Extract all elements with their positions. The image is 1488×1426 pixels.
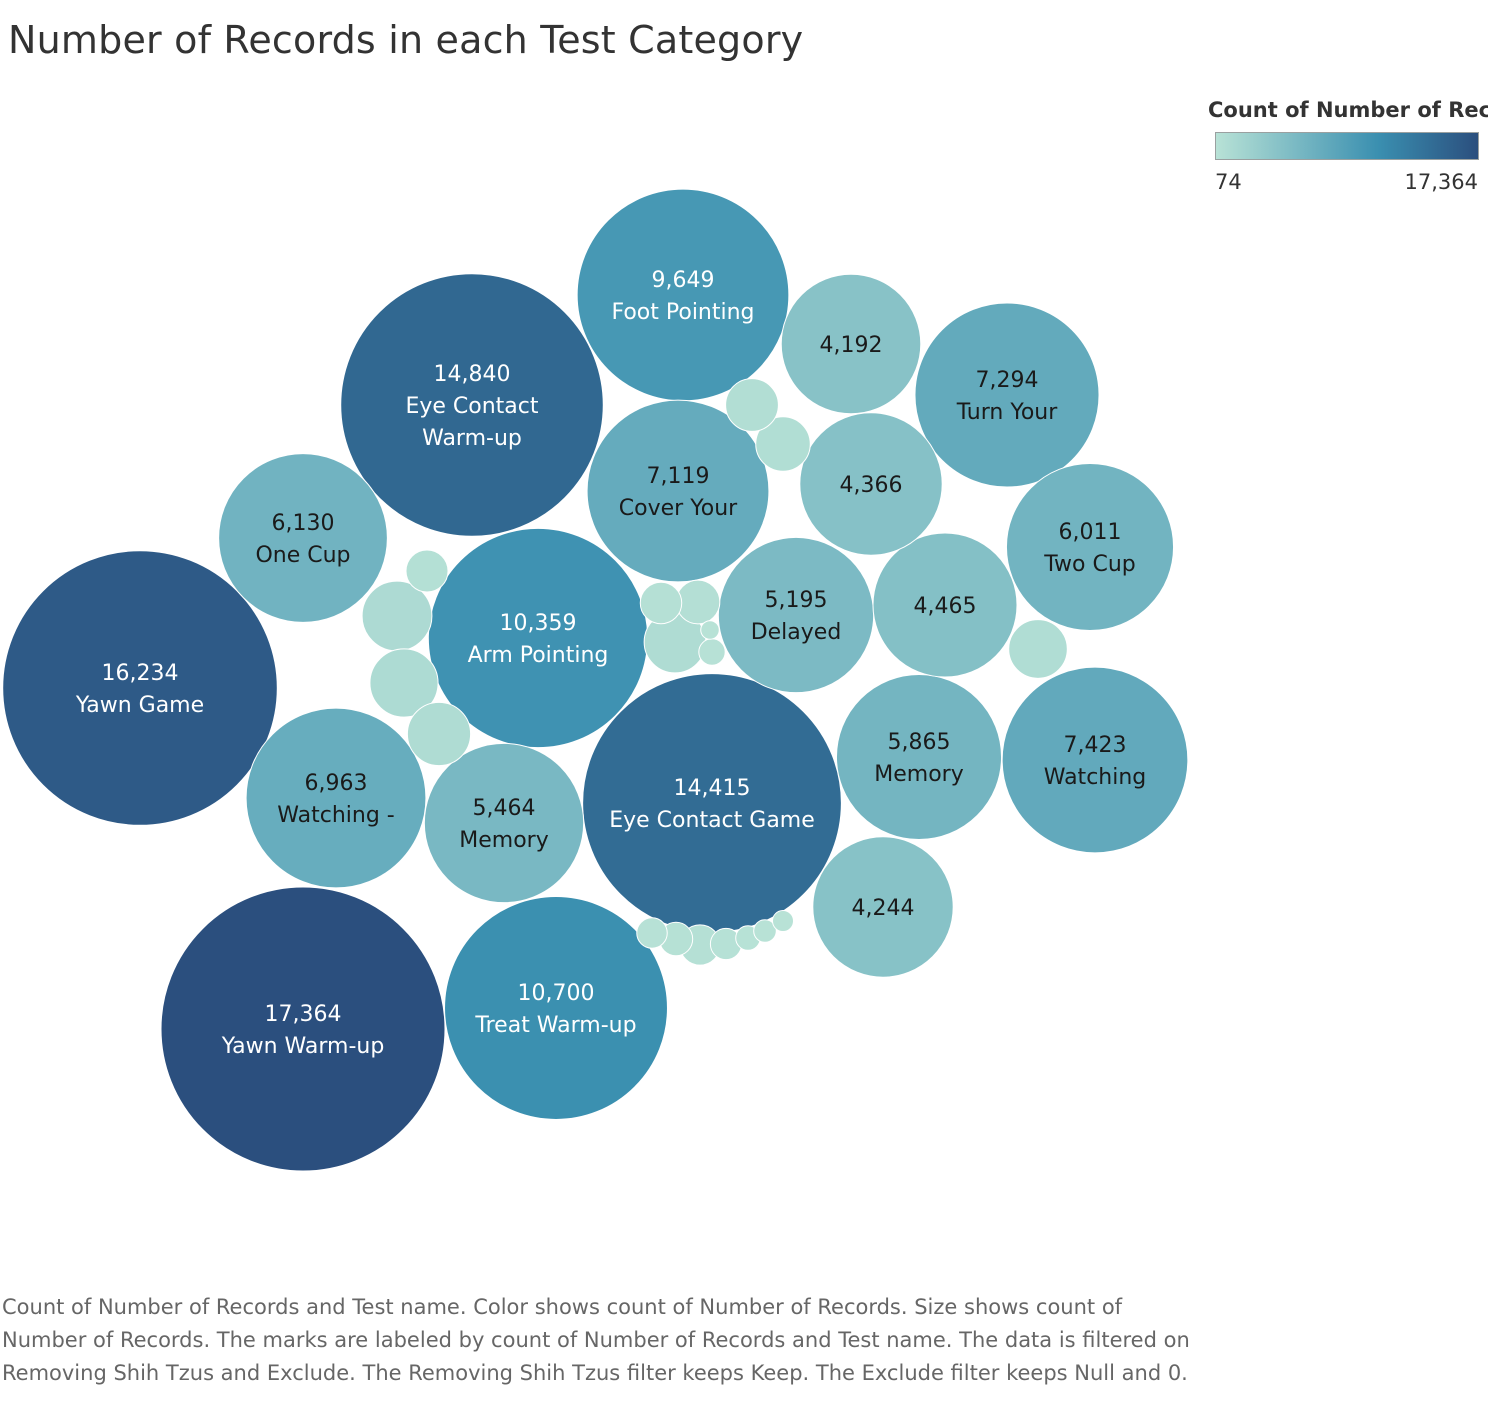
bubble-value-label: 7,294 (976, 368, 1039, 393)
color-legend: Count of Number of Rec.. 74 17,364 (1208, 98, 1488, 194)
bubble[interactable] (582, 673, 842, 933)
bubble-name-label: Arm Pointing (468, 643, 609, 668)
bubble-name-label: One Cup (255, 543, 350, 568)
chart-caption: Count of Number of Records and Test name… (2, 1295, 1190, 1385)
bubble-value-label: 14,415 (674, 776, 751, 801)
bubble[interactable] (872, 532, 1018, 678)
bubble[interactable] (160, 886, 446, 1172)
bubble-value-label: 5,865 (888, 730, 951, 755)
bubble-name-label: Warm-up (422, 426, 522, 451)
bubble-name-label: Eye Contact Game (609, 808, 815, 833)
bubble-value-label: 7,119 (647, 464, 710, 489)
bubble[interactable] (245, 707, 427, 889)
bubble-name-label: Foot Pointing (611, 300, 754, 325)
bubble[interactable] (725, 378, 779, 432)
bubble[interactable] (639, 581, 683, 625)
bubble-value-label: 4,465 (914, 594, 977, 619)
bubble[interactable] (717, 536, 875, 694)
legend-gradient-bar (1215, 132, 1479, 160)
bubble[interactable] (835, 673, 1003, 841)
bubble[interactable] (1001, 666, 1189, 854)
bubble[interactable] (812, 836, 954, 978)
bubble-name-label: Cover Your (619, 496, 738, 521)
bubble-value-label: 4,366 (840, 473, 903, 498)
bubble-value-label: 7,423 (1064, 733, 1127, 758)
bubble[interactable] (753, 919, 777, 943)
bubble-value-label: 9,649 (652, 268, 715, 293)
bubble[interactable] (586, 399, 770, 583)
bubble-name-label: Watching - (277, 803, 394, 828)
bubble-name-label: Memory (459, 828, 548, 853)
bubble[interactable] (675, 579, 721, 625)
bubble-value-label: 10,359 (500, 611, 577, 636)
bubble-value-label: 6,963 (305, 771, 368, 796)
bubble-name-label: Delayed (751, 620, 842, 645)
legend-title: Count of Number of Rec.. (1208, 98, 1488, 122)
bubble[interactable] (2, 550, 278, 826)
bubble-value-label: 10,700 (518, 981, 595, 1006)
bubble[interactable] (636, 917, 668, 949)
bubble-value-label: 5,195 (765, 588, 828, 613)
bubble[interactable] (1008, 619, 1068, 679)
bubble[interactable] (780, 273, 922, 415)
bubble-value-label: 17,364 (265, 1002, 342, 1027)
bubble-name-label: Yawn Warm-up (221, 1034, 385, 1059)
bubble[interactable] (698, 638, 726, 666)
bubble[interactable] (755, 416, 811, 472)
bubble-name-label: Memory (874, 762, 963, 787)
bubble[interactable] (406, 701, 472, 767)
bubble[interactable] (576, 188, 790, 402)
bubble[interactable] (1005, 462, 1175, 632)
bubble-name-label: Watching (1044, 765, 1147, 790)
bubble[interactable] (700, 620, 720, 640)
bubble-value-label: 6,130 (272, 511, 335, 536)
chart-title: Number of Records in each Test Category (8, 18, 804, 62)
bubble[interactable] (218, 453, 388, 623)
bubble[interactable] (405, 549, 449, 593)
legend-max-label: 17,364 (1404, 170, 1478, 194)
bubble-value-label: 4,244 (852, 896, 915, 921)
bubble-value-label: 5,464 (473, 796, 536, 821)
bubble[interactable] (771, 909, 795, 933)
bubble[interactable] (369, 648, 439, 718)
bubble-value-label: 6,011 (1059, 520, 1122, 545)
bubble-value-label: 4,192 (820, 333, 883, 358)
bubble-name-label: Two Cup (1043, 552, 1136, 577)
bubble[interactable] (914, 302, 1100, 488)
bubble[interactable] (444, 896, 668, 1120)
bubble-name-label: Turn Your (956, 400, 1059, 425)
legend-min-label: 74 (1215, 170, 1242, 194)
bubble-name-label: Yawn Game (75, 693, 204, 718)
bubble[interactable] (340, 273, 604, 537)
bubble[interactable] (799, 412, 943, 556)
bubble-name-label: Treat Warm-up (474, 1013, 636, 1038)
bubble-value-label: 16,234 (102, 661, 179, 686)
bubble[interactable] (423, 742, 585, 904)
bubble-name-label: Eye Contact (405, 394, 538, 419)
bubble-value-label: 14,840 (434, 362, 511, 387)
